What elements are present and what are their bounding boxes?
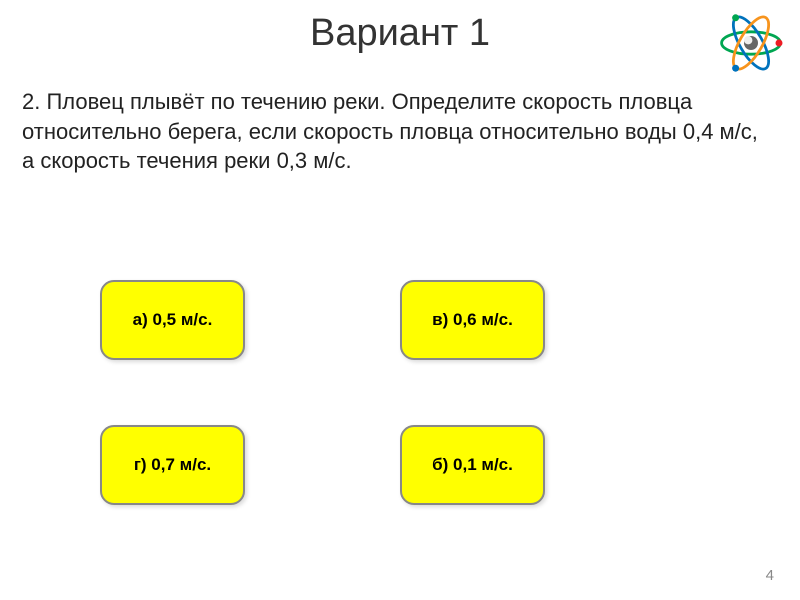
option-b-label: б) 0,1 м/с. xyxy=(432,455,513,475)
option-v-button[interactable]: в) 0,6 м/с. xyxy=(400,280,545,360)
question-text: 2. Пловец плывёт по течению реки. Опреде… xyxy=(0,63,800,176)
options-container: а) 0,5 м/с. в) 0,6 м/с. г) 0,7 м/с. б) 0… xyxy=(0,280,800,580)
option-b-button[interactable]: б) 0,1 м/с. xyxy=(400,425,545,505)
option-a-label: а) 0,5 м/с. xyxy=(133,310,213,330)
option-a-button[interactable]: а) 0,5 м/с. xyxy=(100,280,245,360)
option-g-button[interactable]: г) 0,7 м/с. xyxy=(100,425,245,505)
slide-title: Вариант 1 xyxy=(0,0,800,63)
atom-icon xyxy=(716,8,786,78)
page-number: 4 xyxy=(766,567,774,584)
option-g-label: г) 0,7 м/с. xyxy=(134,455,211,475)
option-v-label: в) 0,6 м/с. xyxy=(432,310,513,330)
